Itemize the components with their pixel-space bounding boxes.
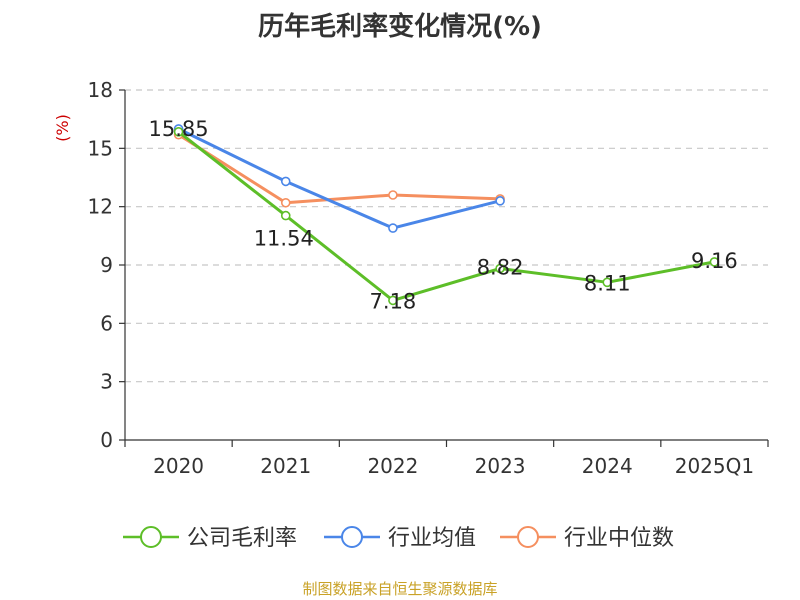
x-tick-label: 2021 bbox=[260, 454, 311, 478]
y-tick-label: 6 bbox=[100, 311, 113, 335]
chart-title: 历年毛利率变化情况(%) bbox=[258, 12, 542, 42]
y-tick-label: 18 bbox=[88, 78, 113, 102]
x-tick-label: 2025Q1 bbox=[675, 454, 754, 478]
legend-marker bbox=[517, 526, 539, 548]
y-tick-label: 15 bbox=[88, 136, 113, 160]
x-tick-label: 2024 bbox=[582, 454, 633, 478]
series-line bbox=[177, 127, 501, 230]
x-tick-label: 2020 bbox=[153, 454, 204, 478]
data-label: 9.16 bbox=[691, 249, 738, 273]
data-label: 8.11 bbox=[584, 271, 631, 295]
y-axis-label: (%) bbox=[53, 114, 72, 142]
x-tick-label: 2022 bbox=[367, 454, 418, 478]
data-point bbox=[495, 196, 505, 206]
data-point bbox=[388, 295, 398, 306]
x-tick-label: 2023 bbox=[475, 454, 526, 478]
data-point bbox=[495, 263, 505, 274]
y-tick-label: 12 bbox=[88, 195, 113, 219]
y-tick-label: 9 bbox=[100, 253, 113, 277]
data-label: 11.54 bbox=[254, 227, 314, 251]
series-line bbox=[177, 130, 715, 302]
data-label: 7.18 bbox=[370, 289, 417, 313]
data-point bbox=[173, 127, 184, 137]
y-tick-label: 0 bbox=[100, 428, 113, 452]
data-point bbox=[280, 197, 291, 208]
legend-marker bbox=[140, 526, 162, 548]
data-label: 15.85 bbox=[149, 117, 209, 141]
data-point bbox=[388, 190, 398, 200]
data-point bbox=[388, 223, 398, 233]
series-line bbox=[177, 133, 501, 205]
legend-label: 行业中位数 bbox=[564, 526, 674, 551]
legend-label: 行业均值 bbox=[388, 526, 476, 551]
legend-marker bbox=[341, 526, 363, 548]
data-label: 8.82 bbox=[477, 256, 524, 280]
source-note: 制图数据来自恒生聚源数据库 bbox=[302, 580, 498, 598]
legend-label: 公司毛利率 bbox=[187, 526, 297, 551]
data-point bbox=[602, 277, 613, 288]
data-point bbox=[280, 210, 291, 221]
y-tick-label: 3 bbox=[100, 370, 113, 394]
data-point bbox=[709, 257, 720, 267]
data-point bbox=[280, 176, 291, 187]
